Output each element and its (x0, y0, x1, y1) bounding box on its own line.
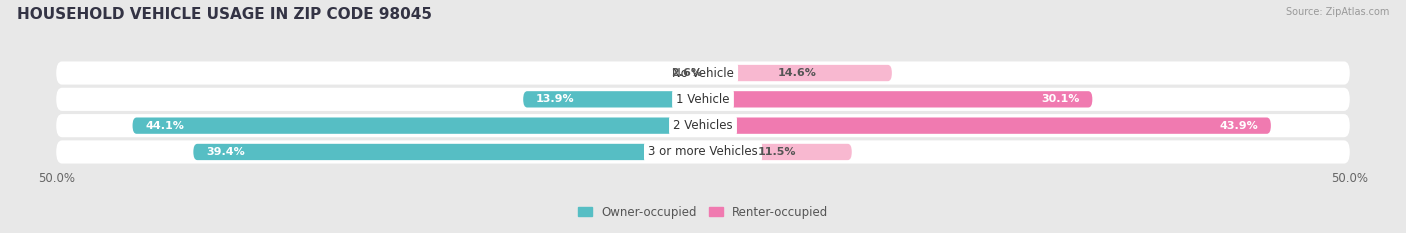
FancyBboxPatch shape (523, 91, 703, 107)
Text: HOUSEHOLD VEHICLE USAGE IN ZIP CODE 98045: HOUSEHOLD VEHICLE USAGE IN ZIP CODE 9804… (17, 7, 432, 22)
Text: 2 Vehicles: 2 Vehicles (673, 119, 733, 132)
Text: 2.6%: 2.6% (671, 68, 702, 78)
Text: 43.9%: 43.9% (1219, 121, 1258, 131)
FancyBboxPatch shape (132, 117, 703, 134)
Text: 44.1%: 44.1% (145, 121, 184, 131)
Text: 39.4%: 39.4% (207, 147, 245, 157)
Legend: Owner-occupied, Renter-occupied: Owner-occupied, Renter-occupied (572, 201, 834, 223)
Text: Source: ZipAtlas.com: Source: ZipAtlas.com (1285, 7, 1389, 17)
FancyBboxPatch shape (703, 91, 1092, 107)
Text: 11.5%: 11.5% (758, 147, 797, 157)
FancyBboxPatch shape (56, 114, 1350, 137)
FancyBboxPatch shape (703, 144, 852, 160)
FancyBboxPatch shape (194, 144, 703, 160)
Text: 30.1%: 30.1% (1040, 94, 1080, 104)
Text: No Vehicle: No Vehicle (672, 67, 734, 79)
FancyBboxPatch shape (703, 117, 1271, 134)
Text: 1 Vehicle: 1 Vehicle (676, 93, 730, 106)
Text: 3 or more Vehicles: 3 or more Vehicles (648, 145, 758, 158)
FancyBboxPatch shape (56, 62, 1350, 85)
Text: 13.9%: 13.9% (536, 94, 575, 104)
FancyBboxPatch shape (703, 65, 891, 81)
Text: 14.6%: 14.6% (778, 68, 817, 78)
FancyBboxPatch shape (56, 140, 1350, 164)
FancyBboxPatch shape (56, 88, 1350, 111)
FancyBboxPatch shape (669, 65, 703, 81)
